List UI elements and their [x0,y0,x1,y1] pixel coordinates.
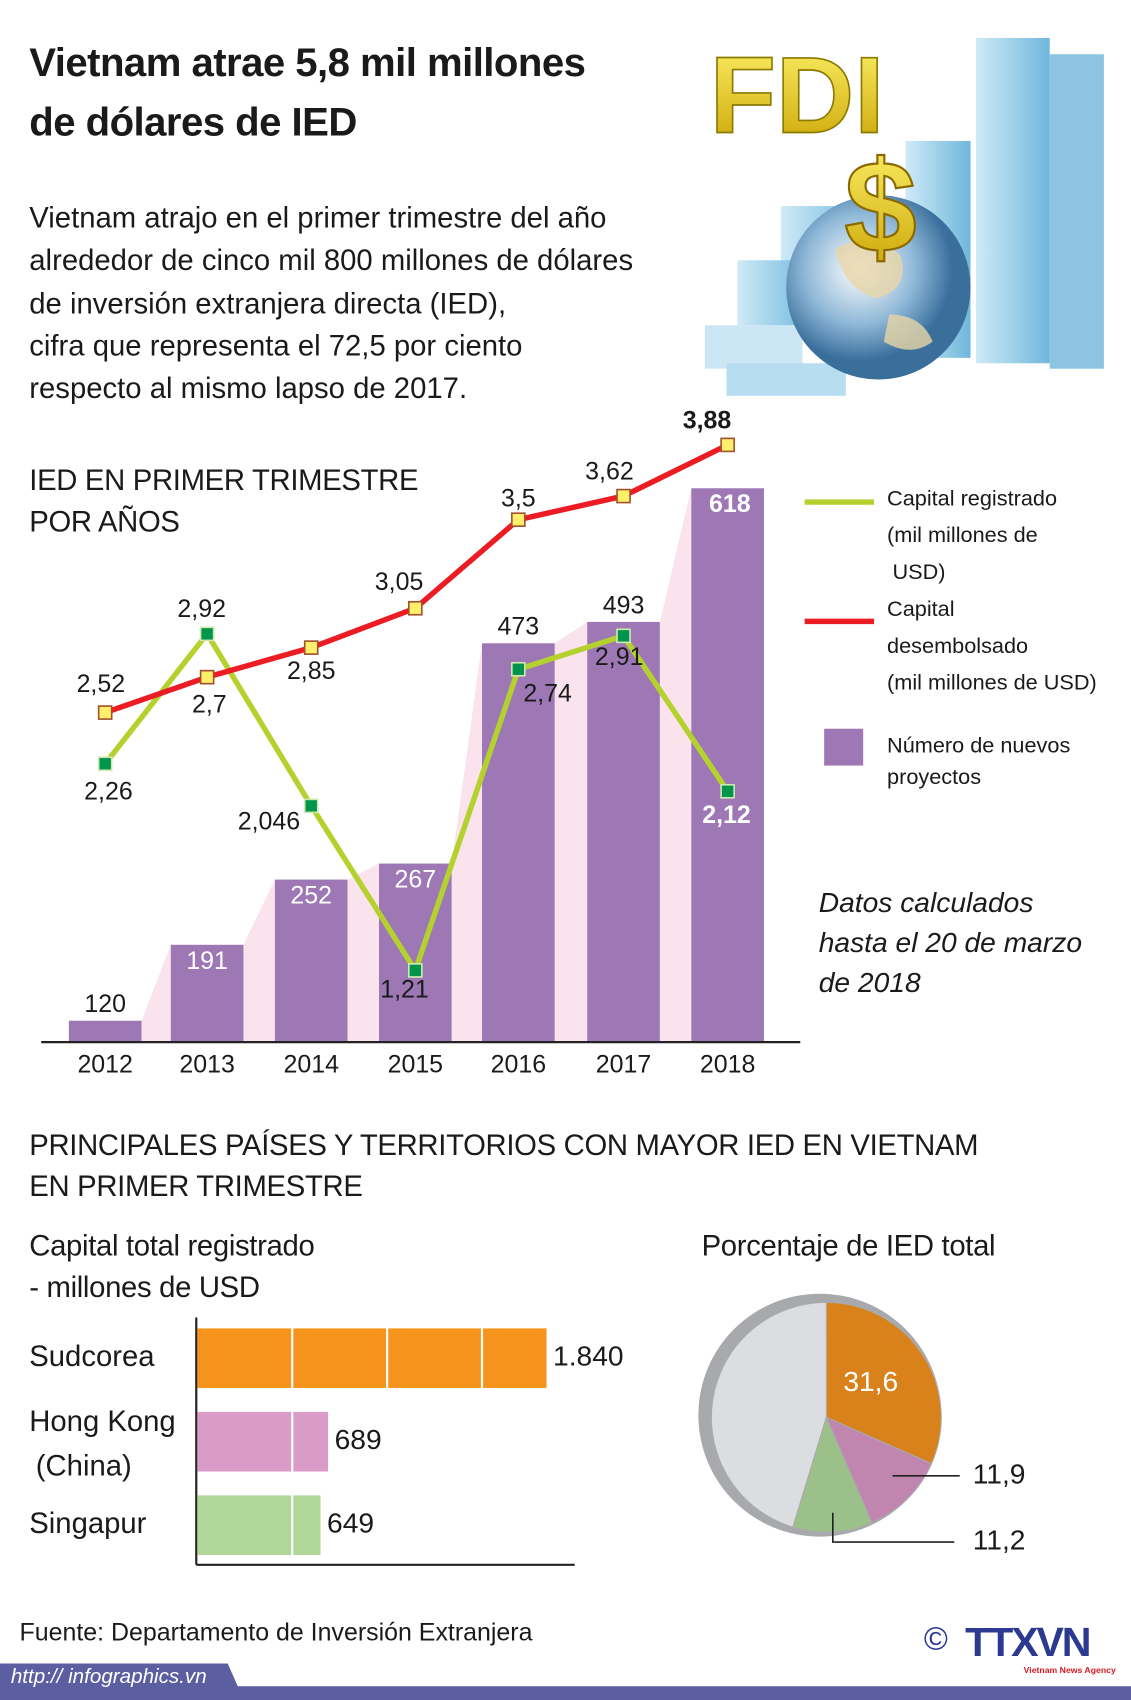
line-marker [97,705,113,720]
line-marker [408,963,423,978]
bar-illustration [975,37,1050,364]
legend-capital-registrado: Capital registrado (mil millones de USD) [887,486,1058,585]
chart-title: IED EN PRIMER TRIMESTRE POR AÑOS [29,464,419,538]
fdi-illustration: $ FDI [704,33,1104,396]
x-tick-label: 2016 [491,1051,546,1079]
bar-value-label: 618 [709,490,751,518]
desembolsado-label: 3,05 [375,568,424,596]
desembolsado-label: 2,7 [192,691,227,719]
hbar-value-label: 689 [335,1423,382,1455]
registrado-label: 2,91 [595,643,644,671]
x-tick-label: 2017 [596,1051,651,1079]
x-tick-label: 2015 [388,1051,443,1079]
bar-2012 [68,1020,142,1043]
hbar-2 [197,1495,321,1556]
pie-slice-3 [710,1301,827,1528]
line-marker [720,783,735,799]
bar-connector-area [141,944,171,1043]
legend-nuevos-proyectos: Número de nuevos proyectos [887,734,1071,790]
source-text: Fuente: Departamento de Inversión Extran… [19,1617,533,1647]
pie-slice-1 [825,1416,933,1524]
line-marker [616,488,631,504]
legend-capital-desembolsado: Capital desembolsado (mil millones de US… [887,597,1097,696]
x-tick-label: 2012 [77,1051,132,1079]
fdi-text: FDI [710,34,885,155]
desembolsado-label: 3,5 [501,485,536,513]
bar-2014 [274,879,348,1043]
desembolsado-label: 2,85 [287,657,336,685]
hbar-0 [197,1328,547,1389]
line-marker [199,669,215,685]
bar-2018 [691,488,764,1043]
desembolsado-label: 3,62 [585,457,634,485]
hbar-1 [197,1411,329,1472]
bar-connector-area [659,488,692,1043]
bar-value-label: 191 [186,947,228,975]
hbar-category-label: Singapur [29,1508,146,1540]
line-marker [511,512,526,528]
website-link[interactable]: http:// infographics.vn [10,1665,207,1689]
section2-title: PRINCIPALES PAÍSES Y TERRITORIOS CON MAY… [29,1128,979,1203]
ttxvn-logo-sub: Vietnam News Agency [1023,1665,1116,1676]
pie-title: Porcentaje de IED total [701,1229,996,1263]
registrado-label: 2,74 [523,680,572,708]
line-marker [511,661,526,677]
legend-swatch-purple [824,728,864,766]
line-marker [199,626,215,642]
chart-note: Datos calculados hasta el 20 de marzo de… [818,885,1083,999]
bar-connector-area [347,863,379,1043]
ttxvn-logo: TTXVN [965,1620,1091,1666]
x-tick-label: 2018 [700,1051,755,1079]
footer-bar [0,1663,1131,1700]
page-title: Vietnam atrae 5,8 mil millones de dólare… [29,40,586,145]
registrado-label: 1,21 [380,976,429,1004]
lead-paragraph: Vietnam atrajo en el primer trimestre de… [29,201,634,405]
hbar-value-label: 1.840 [553,1340,624,1372]
desembolsado-label: 3,88 [683,406,732,434]
bar-connector-area [554,621,588,1043]
bar-2017 [587,621,660,1043]
registrado-label: 2,046 [238,808,300,836]
bar-value-label: 473 [498,613,540,641]
hbar-title: Capital total registrado - millones de U… [29,1229,315,1304]
bar-2016 [482,643,555,1043]
bar-connector-area [451,643,483,1043]
line-marker [720,437,735,453]
registrado-label: 2,92 [177,595,226,623]
hbar-category-label: (China) [36,1450,132,1482]
copyright-icon: © [923,1621,948,1657]
pie-leader-line [832,1512,955,1543]
line-marker [408,600,423,616]
bar-value-label: 252 [290,882,332,910]
registrado-label: 2,26 [84,777,133,805]
line-marker [616,628,631,644]
pie-label: 11,2 [973,1523,1026,1555]
registrado-label: 2,12 [702,801,751,829]
bar-value-label: 267 [395,865,437,893]
hbar-category-label: Sudcorea [29,1341,155,1373]
bar-2013 [170,944,244,1043]
hbar-value-label: 649 [327,1507,374,1539]
bar-value-label: 120 [84,990,126,1018]
pie-label: 31,6 [843,1365,898,1397]
pie-label: 11,9 [973,1457,1026,1489]
pie-slice-0 [825,1301,942,1465]
dollar-icon: $ [844,134,916,280]
desembolsado-label: 2,52 [77,670,126,698]
bar-connector-area [243,879,275,1043]
line-marker [303,640,319,655]
hbar-category-label: Hong Kong [29,1406,175,1438]
x-tick-label: 2014 [283,1051,339,1079]
line-marker [303,798,319,814]
bar-value-label: 493 [603,591,645,619]
x-tick-label: 2013 [179,1051,234,1079]
line-marker [97,756,113,772]
